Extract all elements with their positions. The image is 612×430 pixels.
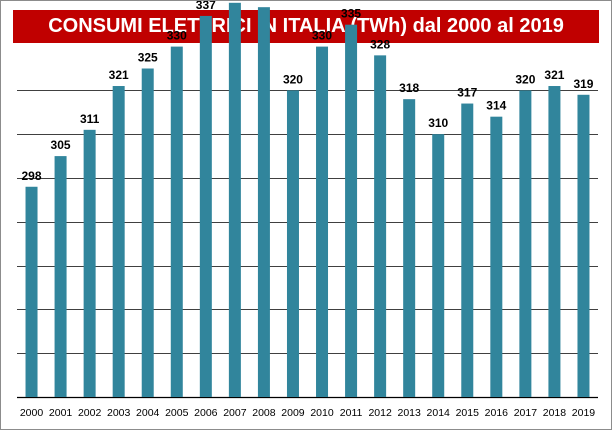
bar-2006 xyxy=(199,15,212,397)
bar-2017 xyxy=(519,90,532,398)
value-label-2008: 339 xyxy=(254,1,274,3)
bar-2018 xyxy=(548,86,561,398)
x-tick-label-2017: 2017 xyxy=(514,407,538,419)
value-label-2012: 328 xyxy=(370,37,390,51)
value-label-2003: 321 xyxy=(109,68,129,82)
value-label-2000: 298 xyxy=(22,169,42,183)
value-label-2013: 318 xyxy=(399,81,419,95)
bar-2016 xyxy=(490,116,503,398)
x-tick-label-2012: 2012 xyxy=(368,407,392,419)
bar-2013 xyxy=(403,99,416,397)
x-tick-label-2015: 2015 xyxy=(456,407,480,419)
x-tick-label-2016: 2016 xyxy=(485,407,509,419)
bar-2011 xyxy=(345,24,358,397)
value-label-2009: 320 xyxy=(283,72,303,86)
bar-2014 xyxy=(432,134,445,397)
value-label-2018: 321 xyxy=(544,68,564,82)
value-label-2011: 335 xyxy=(341,7,361,21)
x-tick-label-2007: 2007 xyxy=(223,407,247,419)
x-tick-label-2014: 2014 xyxy=(427,407,451,419)
value-label-2010: 330 xyxy=(312,29,332,43)
value-label-2004: 325 xyxy=(138,51,158,65)
bar-2002 xyxy=(83,129,96,397)
bar-2012 xyxy=(374,55,387,398)
bar-2003 xyxy=(112,86,125,398)
bar-2009 xyxy=(286,90,299,398)
x-tick-label-2019: 2019 xyxy=(572,407,596,419)
value-label-2017: 320 xyxy=(515,72,535,86)
x-tick-label-2008: 2008 xyxy=(252,407,276,419)
chart-title: CONSUMI ELETTRICI IN ITALIA (TWh) dal 20… xyxy=(48,15,564,37)
x-tick-label-2000: 2000 xyxy=(20,407,44,419)
bar-2008 xyxy=(257,7,270,398)
x-tick-label-2005: 2005 xyxy=(165,407,189,419)
value-label-2015: 317 xyxy=(457,86,477,100)
x-tick-label-2013: 2013 xyxy=(397,407,421,419)
x-tick-label-2006: 2006 xyxy=(194,407,218,419)
bar-2007 xyxy=(228,2,241,398)
x-tick-label-2003: 2003 xyxy=(107,407,131,419)
bar-2001 xyxy=(54,156,67,397)
x-tick-label-2011: 2011 xyxy=(340,407,363,419)
bar-2010 xyxy=(316,46,329,397)
bar-2000 xyxy=(25,186,38,397)
x-tick-label-2009: 2009 xyxy=(281,407,305,419)
value-label-2014: 310 xyxy=(428,116,448,130)
x-tick-label-2001: 2001 xyxy=(49,407,73,419)
title-banner: CONSUMI ELETTRICI IN ITALIA (TWh) dal 20… xyxy=(13,10,599,43)
x-tick-label-2010: 2010 xyxy=(310,407,334,419)
bar-2004 xyxy=(141,68,154,397)
value-label-2016: 314 xyxy=(486,99,506,113)
x-tick-label-2018: 2018 xyxy=(543,407,567,419)
bar-2019 xyxy=(577,94,590,397)
value-label-2001: 305 xyxy=(51,138,71,152)
bar-2015 xyxy=(461,103,474,397)
x-tick-label-2002: 2002 xyxy=(78,407,102,419)
x-tick-label-2004: 2004 xyxy=(136,407,160,419)
value-label-2019: 319 xyxy=(573,77,593,91)
value-label-2005: 330 xyxy=(167,29,187,43)
value-label-2006: 337 xyxy=(196,1,216,12)
bar-2005 xyxy=(170,46,183,397)
value-label-2002: 311 xyxy=(80,112,100,126)
